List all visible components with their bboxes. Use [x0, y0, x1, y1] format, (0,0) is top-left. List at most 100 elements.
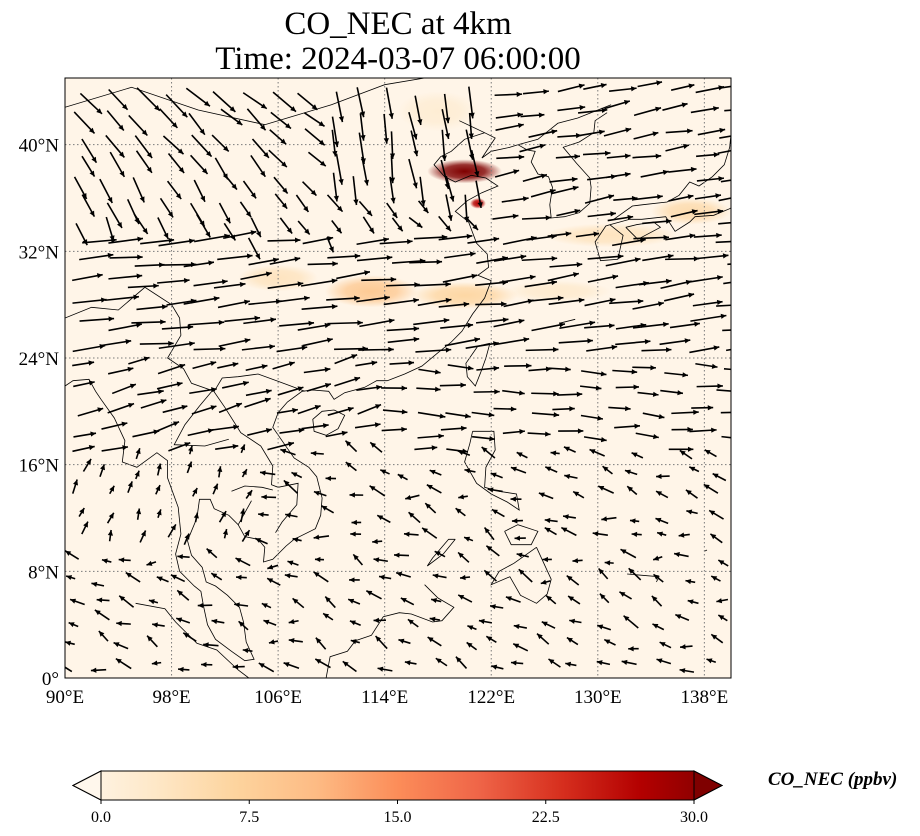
wind-arrow: [98, 630, 109, 642]
coastline: [504, 524, 539, 546]
wind-arrow: [704, 449, 717, 458]
colorbar-tick-label: 7.5: [239, 809, 259, 826]
wind-arrow: [178, 666, 190, 673]
colorbar-max-extend: [693, 770, 724, 801]
wind-arrow: [377, 666, 393, 672]
wind-arrow: [638, 278, 672, 286]
wind-arrow: [694, 208, 724, 216]
wind-arrow: [322, 612, 334, 621]
wind-arrow: [243, 317, 277, 325]
wind-arrow: [467, 236, 500, 244]
wind-arrow: [518, 568, 533, 583]
wind-arrow: [675, 613, 690, 621]
wind-arrow: [193, 279, 228, 287]
wind-arrow: [429, 469, 442, 476]
wind-arrow: [136, 87, 161, 112]
wind-arrow: [445, 412, 471, 419]
wind-arrow: [327, 253, 361, 259]
wind-arrow: [96, 597, 110, 603]
wind-arrow: [445, 175, 455, 202]
wind-arrow: [608, 405, 631, 412]
wind-arrow: [77, 407, 104, 417]
lon-tick-label: 138°E: [681, 687, 729, 708]
wind-arrow: [685, 489, 698, 499]
wind-arrow: [376, 514, 391, 524]
wind-arrow: [176, 589, 190, 601]
wind-arrow: [221, 380, 249, 389]
wind-arrow: [464, 468, 476, 474]
map-area[interactable]: [58, 77, 762, 679]
wind-arrow: [708, 509, 724, 520]
wind-arrow: [217, 299, 251, 309]
wind-arrow: [548, 297, 585, 305]
wind-arrow: [596, 660, 611, 666]
wind-arrow: [303, 367, 331, 374]
wind-arrow: [335, 91, 344, 123]
coastline: [426, 538, 456, 567]
wind-arrow: [157, 277, 190, 284]
wind-arrow: [715, 240, 731, 244]
wind-arrow: [685, 578, 696, 585]
wind-arrow: [481, 446, 496, 459]
wind-arrow: [217, 362, 239, 369]
wind-arrow: [359, 113, 366, 141]
wind-arrow: [128, 114, 148, 137]
wind-arrow: [457, 594, 473, 603]
wind-arrow: [686, 509, 698, 515]
wind-arrow: [597, 567, 609, 580]
wind-arrow: [669, 321, 700, 329]
coastline: [173, 405, 229, 447]
wind-arrow: [218, 510, 227, 523]
wind-arrow: [626, 485, 638, 496]
wind-arrow: [359, 318, 395, 328]
wind-arrow: [438, 233, 473, 241]
wind-arrow: [109, 151, 126, 178]
wind-arrow: [632, 321, 669, 329]
wind-arrow: [679, 449, 693, 460]
wind-arrow: [218, 338, 251, 348]
wind-arrow: [369, 485, 386, 497]
wind-arrow: [723, 368, 731, 371]
wind-arrow: [90, 667, 107, 673]
wind-arrow: [386, 202, 398, 219]
wind-arrow: [615, 384, 640, 390]
wind-arrow: [499, 274, 536, 284]
wind-arrow: [240, 508, 246, 523]
wind-arrow: [624, 469, 638, 476]
lon-tick-label: 114°E: [361, 687, 408, 708]
wind-arrow: [393, 552, 410, 558]
wind-arrow: [435, 657, 448, 667]
wind-arrow: [245, 489, 253, 499]
wind-arrow: [99, 464, 106, 478]
wind-arrow: [240, 271, 272, 281]
wind-arrow: [158, 341, 195, 350]
wind-arrow: [572, 558, 583, 564]
wind-arrow: [696, 176, 725, 182]
wind-arrow: [192, 487, 198, 497]
wind-arrow: [544, 517, 558, 524]
wind-arrow: [545, 595, 557, 605]
wind-arrow: [101, 339, 132, 347]
wind-arrow: [659, 641, 672, 649]
wind-arrow: [549, 262, 583, 268]
wind-arrow: [193, 512, 199, 523]
wind-arrow: [284, 573, 298, 579]
lat-tick-label: 24°N: [19, 349, 60, 370]
wind-arrow: [106, 110, 125, 132]
wind-arrow: [65, 550, 80, 560]
wind-arrow: [606, 153, 631, 159]
wind-arrow: [720, 411, 731, 414]
wind-arrow: [175, 617, 191, 624]
wind-arrow: [471, 435, 495, 442]
wind-arrow: [442, 273, 478, 283]
wind-arrow: [273, 176, 289, 195]
wind-arrow: [718, 221, 731, 225]
wind-arrow: [438, 301, 470, 308]
wind-arrow: [232, 664, 245, 670]
wind-arrow: [689, 427, 717, 433]
wind-arrow: [665, 128, 693, 134]
wind-arrow: [342, 660, 357, 673]
colorbar-tick-label: 0.0: [91, 809, 111, 826]
wind-arrow: [566, 636, 579, 646]
wind-arrow: [283, 662, 300, 669]
